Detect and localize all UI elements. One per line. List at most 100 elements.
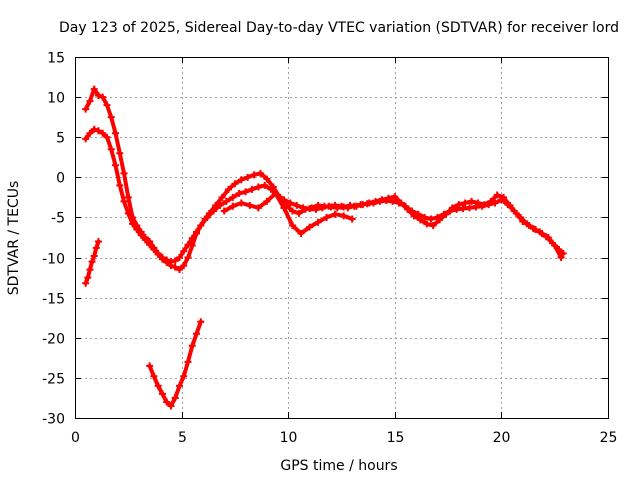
data-point — [325, 202, 333, 210]
data-point — [306, 205, 314, 213]
data-point — [250, 171, 258, 179]
data-point — [468, 197, 476, 205]
series-arc-4 — [82, 238, 102, 287]
data-point — [485, 201, 493, 209]
data-point — [348, 215, 356, 223]
data-point — [180, 262, 188, 270]
data-point — [288, 221, 296, 229]
series-arc-2 — [82, 125, 567, 266]
data-point — [220, 207, 228, 215]
data-point — [254, 183, 262, 191]
data-point — [222, 197, 230, 205]
data-point — [433, 213, 441, 221]
data-point — [254, 204, 262, 212]
data-point — [92, 244, 100, 252]
data-point — [120, 169, 128, 177]
data-point — [86, 266, 94, 274]
data-point — [158, 390, 166, 398]
data-point — [555, 246, 563, 254]
data-point — [299, 204, 307, 212]
series-arc-5 — [146, 318, 205, 410]
data-point — [171, 394, 179, 402]
data-point — [429, 221, 437, 229]
data-point — [344, 204, 352, 212]
series-line — [222, 191, 355, 236]
data-point — [497, 196, 505, 204]
data-point — [446, 207, 454, 215]
data-point — [395, 199, 403, 207]
data-point — [363, 200, 371, 208]
data-point — [331, 210, 339, 218]
data-point — [237, 176, 245, 184]
data-point — [280, 196, 288, 204]
y-tick-label: -20 — [42, 332, 65, 348]
y-tick-label: 0 — [56, 171, 65, 187]
data-point — [504, 201, 512, 209]
data-point — [295, 209, 303, 217]
data-point — [369, 199, 377, 207]
data-series — [82, 85, 567, 410]
data-point — [408, 207, 416, 215]
series-line — [83, 127, 566, 264]
data-point — [163, 256, 171, 264]
data-point — [465, 204, 473, 212]
data-point — [86, 97, 94, 105]
data-point — [493, 191, 501, 199]
data-point — [523, 220, 531, 228]
data-point — [175, 266, 183, 274]
data-point — [235, 189, 243, 197]
x-axis-label: GPS time / hours — [280, 458, 397, 474]
data-point — [116, 181, 124, 189]
data-point — [197, 221, 205, 229]
data-point — [229, 193, 237, 201]
data-point — [542, 233, 550, 241]
data-point — [163, 398, 171, 406]
data-point — [306, 223, 314, 231]
data-point — [263, 175, 271, 183]
data-point — [141, 236, 149, 244]
data-point — [401, 202, 409, 210]
data-point — [472, 203, 480, 211]
data-point — [120, 197, 128, 205]
data-point — [376, 197, 384, 205]
data-point — [461, 199, 469, 207]
data-point — [491, 199, 499, 207]
plot-frame — [75, 57, 609, 419]
data-point — [107, 113, 115, 121]
data-point — [340, 212, 348, 220]
data-point — [510, 207, 518, 215]
data-point — [193, 228, 201, 236]
data-point — [103, 133, 111, 141]
data-point — [517, 213, 525, 221]
series-arc-1 — [82, 85, 565, 274]
data-point — [225, 185, 233, 193]
data-point — [455, 201, 463, 209]
data-point — [90, 125, 98, 133]
data-point — [248, 185, 256, 193]
data-point — [167, 402, 175, 410]
data-point — [107, 145, 115, 153]
x-tick-label: 5 — [178, 430, 187, 446]
data-point — [82, 105, 90, 113]
data-point — [154, 250, 162, 258]
data-point — [171, 257, 179, 265]
data-point — [82, 135, 90, 143]
data-point — [180, 372, 188, 380]
data-point — [246, 201, 254, 209]
data-point — [175, 254, 183, 262]
data-point — [184, 358, 192, 366]
data-point — [184, 254, 192, 262]
data-point — [146, 362, 154, 370]
data-point — [99, 129, 107, 137]
x-tick-label: 0 — [71, 430, 80, 446]
data-point — [416, 216, 424, 224]
data-point — [536, 228, 544, 236]
data-point — [350, 202, 358, 210]
chart-title: Day 123 of 2025, Sidereal Day-to-day VTE… — [59, 20, 619, 36]
data-point — [90, 85, 98, 93]
x-tick-label: 10 — [280, 430, 298, 446]
x-tick-label: 25 — [600, 430, 618, 446]
data-point — [244, 173, 252, 181]
data-point — [440, 210, 448, 218]
